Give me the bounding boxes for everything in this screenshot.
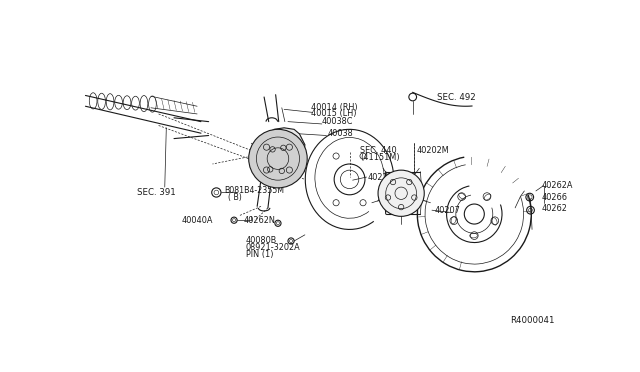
Text: PIN (1): PIN (1) bbox=[246, 250, 273, 259]
Text: 40080B: 40080B bbox=[246, 237, 277, 246]
Text: ( B): ( B) bbox=[228, 193, 242, 202]
Text: SEC. 492: SEC. 492 bbox=[437, 93, 476, 102]
Text: 40015 (LH): 40015 (LH) bbox=[311, 109, 356, 118]
Text: R4000041: R4000041 bbox=[509, 316, 554, 325]
Text: 40262A: 40262A bbox=[541, 181, 573, 190]
Text: 40262N: 40262N bbox=[243, 216, 275, 225]
Text: 40222: 40222 bbox=[367, 173, 393, 182]
Text: 40266: 40266 bbox=[541, 193, 567, 202]
Text: B081B4-2355M: B081B4-2355M bbox=[224, 186, 284, 195]
Text: 40262: 40262 bbox=[541, 204, 567, 213]
Text: 40202M: 40202M bbox=[417, 147, 449, 155]
Text: SEC. 440: SEC. 440 bbox=[360, 147, 397, 155]
Text: 40038: 40038 bbox=[328, 129, 354, 138]
Circle shape bbox=[378, 170, 424, 217]
Polygon shape bbox=[251, 128, 305, 182]
Text: 08921-3202A: 08921-3202A bbox=[246, 243, 300, 253]
Text: (41151M): (41151M) bbox=[360, 153, 400, 162]
Text: SEC. 391: SEC. 391 bbox=[137, 188, 176, 197]
Text: 40207: 40207 bbox=[435, 206, 460, 215]
Circle shape bbox=[249, 129, 307, 188]
Text: 40014 (RH): 40014 (RH) bbox=[311, 103, 358, 112]
Text: 40040A: 40040A bbox=[182, 216, 213, 225]
Text: 40038C: 40038C bbox=[322, 117, 353, 126]
